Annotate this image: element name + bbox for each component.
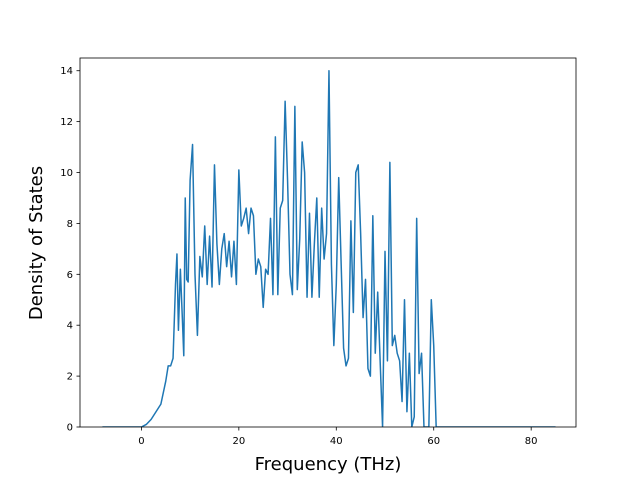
y-tick-label: 8 <box>67 219 73 230</box>
y-tick-label: 12 <box>60 117 73 128</box>
plot-area <box>102 69 556 427</box>
x-tick-label: 60 <box>427 436 440 447</box>
y-tick-label: 10 <box>60 168 73 179</box>
y-tick-label: 14 <box>60 66 73 77</box>
axes-frame <box>79 57 577 428</box>
y-tick-label: 6 <box>67 270 73 281</box>
x-axis-label: Frequency (THz) <box>255 454 402 475</box>
y-tick-label: 4 <box>67 321 73 332</box>
series-line-0 <box>102 69 556 427</box>
x-tick-label: 0 <box>138 436 144 447</box>
x-tick-label: 80 <box>525 436 538 447</box>
axes: 0 20 40 60 80 0 2 4 6 8 10 12 14 <box>60 57 577 447</box>
y-axis-label: Density of States <box>26 166 47 320</box>
y-tick-label: 0 <box>67 423 73 434</box>
x-tick-label: 40 <box>330 436 343 447</box>
x-tick-label: 20 <box>232 436 245 447</box>
y-tick-label: 2 <box>67 372 73 383</box>
